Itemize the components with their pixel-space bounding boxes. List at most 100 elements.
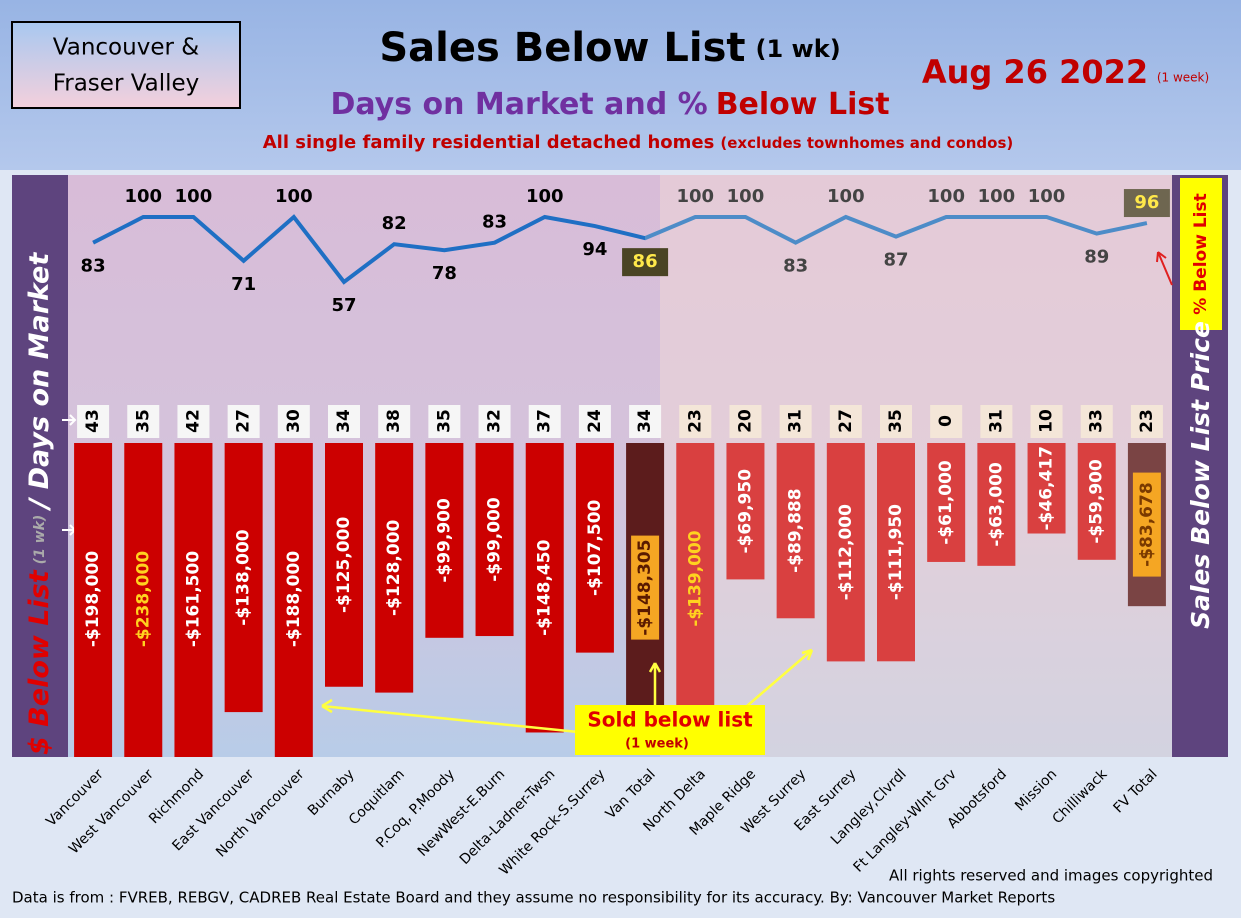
- bar-label: -$107,500: [585, 499, 605, 595]
- days-label: 35: [434, 409, 454, 433]
- pct-label-bg: [1123, 189, 1170, 218]
- pct-label: 82: [382, 213, 407, 234]
- bar-label: -$69,950: [735, 469, 755, 554]
- days-box: [679, 405, 712, 438]
- pct-label: 100: [124, 186, 162, 207]
- bar: [1027, 443, 1066, 534]
- bar-label: -$238,000: [133, 551, 153, 647]
- bar-label: -$112,000: [836, 504, 856, 600]
- days-label: 30: [284, 409, 304, 433]
- bar: [224, 443, 263, 713]
- bar-label: -$99,900: [434, 498, 454, 583]
- bar-label: -$138,000: [234, 529, 254, 625]
- days-label: 34: [635, 409, 655, 433]
- days-box: [227, 405, 260, 438]
- pct-label: 100: [827, 186, 865, 207]
- footer: All rights reserved and images copyright…: [889, 867, 1213, 885]
- pct-label: 100: [175, 186, 213, 207]
- bar: [927, 443, 966, 562]
- days-box: [1030, 405, 1063, 438]
- days-box: [378, 405, 411, 438]
- left-panel: [12, 175, 68, 757]
- days-label: 31: [986, 409, 1006, 433]
- date: Aug 26 2022: [922, 53, 1148, 91]
- subtitle: Days on Market and % Below List: [330, 87, 889, 122]
- pct-label: 100: [526, 186, 564, 207]
- region-box: [11, 21, 241, 109]
- pct-label: 100: [927, 186, 965, 207]
- pct-line: [92, 214, 1148, 285]
- bar: [325, 443, 363, 687]
- days-label: 24: [585, 409, 605, 433]
- days-box: [930, 405, 963, 438]
- days-label: 38: [384, 409, 404, 433]
- days-box: [177, 405, 210, 438]
- pct-label: 100: [676, 186, 714, 207]
- y2-label: Sales Below List Price: [1186, 321, 1215, 629]
- pct-label: 86: [633, 251, 658, 272]
- bar-label: -$99,000: [485, 497, 505, 582]
- days-label: 10: [1037, 409, 1057, 433]
- annotation-arrow: [321, 648, 814, 734]
- chart-title: Sales Below List (1 wk): [379, 25, 840, 71]
- days-label: 23: [685, 409, 705, 433]
- bar: [274, 443, 313, 757]
- days-box: [829, 405, 862, 438]
- y2-series-label: % Below List: [1191, 193, 1211, 314]
- bar-label: -$111,950: [886, 504, 906, 600]
- bar: [575, 443, 614, 653]
- note: All single family residential detached h…: [263, 132, 1014, 153]
- pct-label: 100: [1028, 186, 1066, 207]
- bar-label: -$59,900: [1087, 459, 1107, 544]
- pct-label: 57: [331, 295, 356, 316]
- days-label: 35: [886, 409, 906, 433]
- annotation-box: [575, 705, 765, 755]
- bar: [475, 443, 514, 637]
- days-label: 31: [786, 409, 806, 433]
- pct-label: 71: [231, 274, 256, 295]
- days-box: [478, 405, 511, 438]
- pct-label: 96: [1134, 192, 1159, 213]
- days-box: [77, 405, 110, 438]
- days-label: 32: [485, 409, 505, 433]
- bar-label: -$63,000: [986, 462, 1006, 547]
- plot-bg: [12, 175, 1228, 757]
- annotation: (1 week): [625, 737, 689, 752]
- days-box: [277, 405, 310, 438]
- region: Fraser Valley: [53, 71, 200, 97]
- days-box: [328, 405, 360, 438]
- days-label: 42: [183, 409, 203, 433]
- days-label: 20: [735, 409, 755, 433]
- bar-label: -$139,000: [685, 530, 705, 626]
- days-box: [1130, 405, 1163, 438]
- bar: [425, 443, 464, 638]
- label-bg: [1132, 472, 1161, 577]
- days-box: [729, 405, 762, 438]
- days-label: 0: [936, 415, 956, 427]
- days-label: 37: [535, 409, 555, 433]
- bar: [776, 443, 815, 619]
- label-bg: [631, 535, 660, 640]
- bar-label: -$148,450: [535, 539, 555, 635]
- bar-label: -$61,000: [936, 460, 956, 545]
- bar-label: -$198,000: [83, 551, 103, 647]
- bar: [74, 443, 113, 757]
- annotation: Sold below list: [587, 708, 753, 732]
- days-box: [629, 405, 662, 438]
- days-box: [980, 405, 1013, 438]
- days-box: [1080, 405, 1113, 438]
- pct-label: 100: [978, 186, 1016, 207]
- bar: [525, 443, 564, 733]
- bar: [726, 443, 765, 580]
- days-box: [428, 405, 461, 438]
- days-box: [779, 405, 812, 438]
- bar: [877, 443, 915, 662]
- y-label: $ Below List(1 wk)/ Days on Market: [24, 252, 55, 755]
- bar-label: -$89,888: [786, 488, 806, 573]
- pct-label: 94: [582, 239, 607, 260]
- bar-label: -$46,417: [1037, 446, 1057, 531]
- pct-label-box: [1180, 178, 1222, 330]
- pct-label: 89: [1084, 247, 1109, 268]
- bar-label: -$83,678: [1137, 482, 1157, 567]
